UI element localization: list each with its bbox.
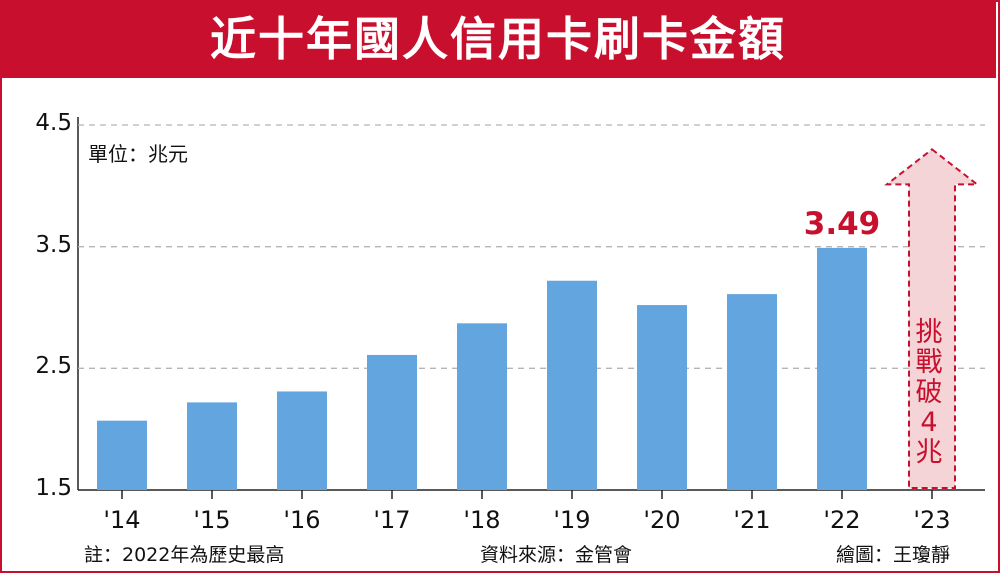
unit-label: 單位：兆元 (88, 142, 188, 166)
footer-credit: 繪圖：王瓊靜 (836, 544, 951, 566)
title-bar (0, 0, 996, 78)
bar (97, 420, 147, 490)
bar (547, 280, 597, 490)
data-label: 3.49 (803, 205, 881, 242)
y-tick-label: 1.5 (35, 475, 72, 501)
bar (817, 247, 867, 490)
y-tick-label: 2.5 (35, 353, 72, 380)
y-tick-label: 3.5 (35, 231, 72, 258)
bar (277, 391, 327, 490)
x-tick-label: '15 (193, 506, 231, 534)
bar (457, 323, 507, 490)
footer-note: 註：2022年為歷史最高 (84, 544, 285, 566)
x-tick-label: '18 (463, 506, 501, 534)
chart-title: 近十年國人信用卡刷卡金額 (210, 12, 786, 66)
bar (637, 305, 687, 490)
bar (727, 294, 777, 490)
y-tick-label: 4.5 (35, 110, 72, 136)
x-tick-label: '19 (553, 506, 591, 534)
footer-source: 資料來源：金管會 (480, 544, 633, 566)
x-tick-label: '21 (733, 506, 771, 534)
x-tick-label: '20 (643, 506, 681, 534)
x-tick-label: '17 (373, 506, 411, 534)
x-tick-label: '14 (103, 506, 141, 534)
bar (187, 402, 237, 490)
x-tick-label: '22 (823, 506, 861, 534)
x-tick-label: '23 (913, 506, 951, 534)
bar (367, 354, 417, 490)
x-tick-label: '16 (283, 506, 321, 534)
goal-arrow (884, 148, 980, 489)
goal-annotation-text: 挑戰破4兆 (915, 317, 943, 468)
